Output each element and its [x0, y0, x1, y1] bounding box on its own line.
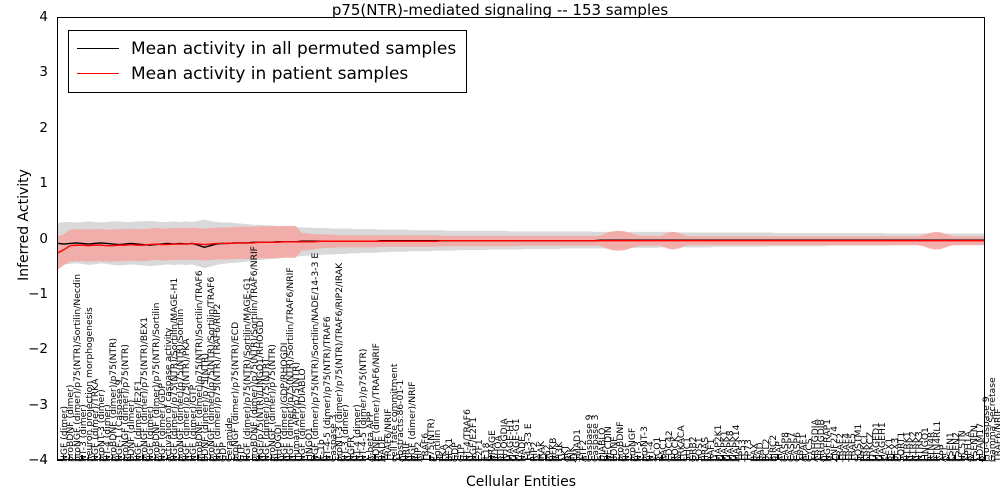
- y-tick-label: −2: [28, 341, 48, 358]
- y-tick-label: 1: [39, 175, 48, 192]
- chart-title: p75(NTR)-mediated signaling -- 153 sampl…: [331, 1, 669, 19]
- patient-confidence-band: [58, 225, 984, 270]
- legend-swatch-permuted: [77, 48, 119, 49]
- plot-clip: [58, 18, 984, 459]
- y-tick-label: −4: [28, 452, 48, 468]
- x-axis-title: Cellular Entities: [465, 474, 577, 490]
- legend-swatch-patient: [77, 73, 119, 74]
- y-tick-mark: [979, 460, 985, 462]
- legend-item-permuted: Mean activity in all permuted samples: [77, 36, 456, 61]
- legend: Mean activity in all permuted samples Me…: [68, 30, 468, 93]
- patient-mean-line: [58, 240, 984, 254]
- y-tick-label: 0: [39, 230, 48, 247]
- series-canvas: [58, 219, 984, 270]
- legend-label-permuted: Mean activity in all permuted samples: [131, 38, 457, 59]
- legend-item-patient: Mean activity in patient samples: [77, 61, 456, 86]
- patient-band-group: [58, 225, 984, 270]
- legend-label-patient: Mean activity in patient samples: [131, 63, 409, 84]
- y-tick-label: 2: [39, 119, 48, 136]
- y-tick-label: −1: [28, 285, 48, 302]
- y-tick-mark: [57, 460, 63, 462]
- y-tick-label: 4: [39, 9, 48, 25]
- y-tick-label: 3: [39, 64, 48, 81]
- y-tick-label: −3: [28, 396, 48, 413]
